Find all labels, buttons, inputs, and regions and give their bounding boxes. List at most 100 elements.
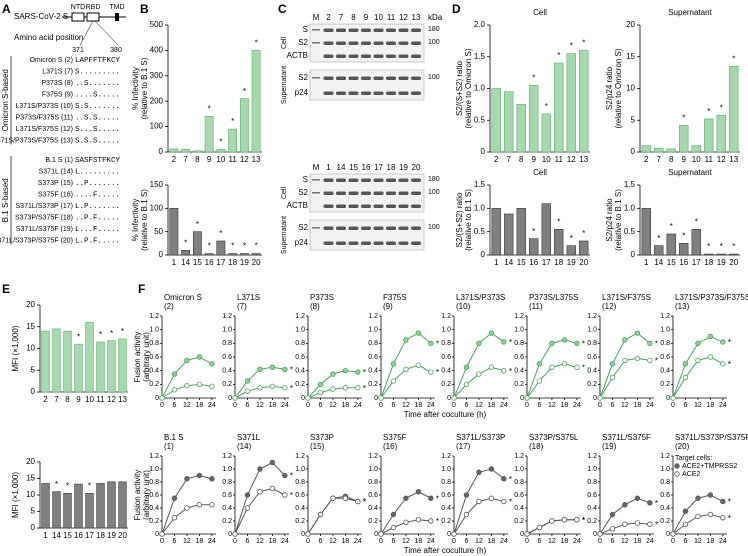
x-tick-label: 6 <box>173 402 177 409</box>
group-label: Omicron S-based <box>1 69 10 131</box>
x-tick-label: 24 <box>719 538 727 545</box>
x-tick-label: 9 <box>532 155 537 164</box>
chart-title: S371L/S375F <box>602 433 651 442</box>
cell-label: Cell <box>281 37 288 50</box>
y-tick-label: 2.0 <box>474 20 486 29</box>
y-tick-label: 0.2 <box>222 381 232 388</box>
y-tick-label: 0.2 <box>149 518 159 525</box>
data-point <box>342 385 349 391</box>
blot-band <box>398 41 409 45</box>
bar <box>704 253 714 256</box>
data-point <box>282 385 288 391</box>
ntd-box <box>71 12 85 22</box>
data-point <box>670 395 676 401</box>
x-tick-label: 19 <box>567 258 576 267</box>
bar <box>169 208 179 256</box>
y-tick-label: 400 <box>150 46 164 55</box>
lane-label: 12 <box>399 13 408 22</box>
blot-band <box>336 54 346 58</box>
x-tick-label: 6 <box>392 538 396 545</box>
data-point <box>171 515 178 521</box>
lane-label: 15 <box>349 163 358 172</box>
significance: * <box>436 368 439 377</box>
variant-name: S373P (15) <box>38 180 73 187</box>
significance: * <box>110 329 113 338</box>
y-tick-label: 15 <box>26 474 35 483</box>
y-tick-label: 1.2 <box>660 453 670 460</box>
data-point <box>574 517 580 523</box>
y-tick-label: 0 <box>631 250 636 259</box>
y-tick-label: 0.2 <box>368 381 378 388</box>
row-label: S2 <box>298 73 308 82</box>
data-point <box>463 511 470 518</box>
x-tick-label: 14 <box>181 258 190 267</box>
significance: * <box>570 42 573 51</box>
data-point <box>305 531 311 537</box>
bar <box>239 98 249 153</box>
y-tick-label: 1.0 <box>514 466 524 473</box>
y-tick-label: 300 <box>150 71 164 80</box>
zoom-line <box>79 20 94 46</box>
x-tick-label: 24 <box>208 402 216 409</box>
y-tick-label: 1.2 <box>368 313 378 320</box>
y-tick-label: 15 <box>26 322 35 331</box>
significance: * <box>436 517 439 526</box>
y-tick-label: 1.5 <box>474 52 486 61</box>
significance: * <box>532 73 535 82</box>
bar <box>169 148 179 153</box>
y-tick-label: 1.0 <box>624 203 636 212</box>
bar <box>228 253 238 256</box>
x-tick-label: 0 <box>598 402 602 409</box>
x-tick-label: 16 <box>205 258 214 267</box>
bar <box>74 343 83 393</box>
y-axis-label: (relative to B.1 S) <box>140 57 149 119</box>
x-tick-label: 17 <box>692 258 701 267</box>
position: 380 <box>110 47 122 54</box>
tmd-box <box>115 13 119 21</box>
chart-subtitle: (18) <box>529 442 544 451</box>
x-tick-label: 9 <box>682 155 687 164</box>
variant-name: S371L (14) <box>39 168 73 175</box>
data-point <box>488 364 495 370</box>
variant-name: S371L/S373P/S375F (20) <box>0 237 73 244</box>
significance: * <box>290 384 293 393</box>
bar <box>666 148 676 153</box>
data-point <box>463 381 470 388</box>
significance: * <box>509 475 512 484</box>
row-label: S2 <box>298 188 308 197</box>
x-tick-label: 0 <box>160 538 164 545</box>
data-point <box>501 367 507 374</box>
chart-title: S371L <box>237 433 261 442</box>
significance: * <box>728 338 731 347</box>
bar <box>491 208 501 256</box>
chart-subtitle: (8) <box>310 302 320 311</box>
x-tick-label: 24 <box>354 402 362 409</box>
y-tick-label: 0.4 <box>295 505 305 512</box>
blot-supernatant <box>309 219 425 251</box>
y-tick-label: 0.8 <box>441 340 451 347</box>
row-label: p24 <box>295 88 309 97</box>
data-point <box>159 395 165 401</box>
y-tick-label: 0.2 <box>149 381 159 388</box>
y-tick-label: 0.8 <box>514 479 524 486</box>
data-point <box>609 526 616 532</box>
y-axis-label: (relative to B.1 S) <box>464 189 473 251</box>
significance: * <box>363 498 366 507</box>
y-tick-label: 0 <box>31 387 36 396</box>
panel-label: C <box>278 2 287 16</box>
x-tick-label: 6 <box>246 402 250 409</box>
bar <box>107 481 116 529</box>
y-tick-label: 0.5 <box>474 115 486 124</box>
bar <box>691 229 701 256</box>
significance: * <box>255 39 258 48</box>
x-tick-label: 0 <box>233 402 237 409</box>
data-point <box>609 511 616 518</box>
chart-subtitle: (13) <box>675 302 690 311</box>
variant-name: L371S/P373S (10) <box>15 103 73 110</box>
lane-label: 19 <box>399 163 408 172</box>
x-tick-label: 24 <box>208 538 216 545</box>
lane-label: 18 <box>387 163 396 172</box>
x-tick-label: 0 <box>306 402 310 409</box>
marker-size: 100 <box>428 224 440 231</box>
bar <box>529 238 539 256</box>
